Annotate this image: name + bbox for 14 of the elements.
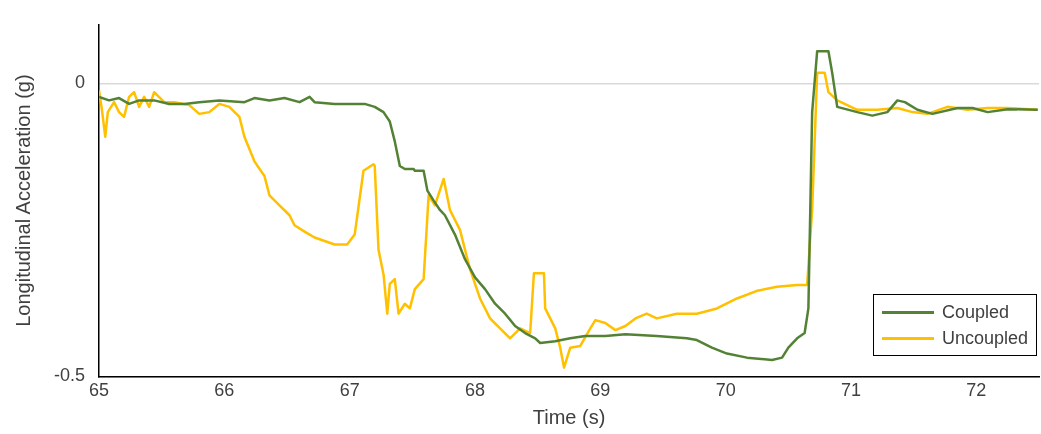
x-tick-label: 66 xyxy=(214,380,235,401)
x-tick-label: 70 xyxy=(715,380,736,401)
legend-label: Coupled xyxy=(941,301,1009,325)
y-tick-label: 0 xyxy=(75,72,86,93)
x-tick-label: 65 xyxy=(89,380,110,401)
x-tick-label: 71 xyxy=(840,380,862,401)
x-tick-label: 69 xyxy=(590,380,611,401)
x-tick-label: 67 xyxy=(339,380,360,401)
x-tick-label: 72 xyxy=(966,380,987,401)
y-tick-label: -0.5 xyxy=(53,365,86,386)
x-tick-label: 68 xyxy=(464,380,486,401)
legend-label: Uncoupled xyxy=(941,327,1028,351)
x-axis-title: Time (s) xyxy=(532,405,606,428)
y-axis-title: Longitudinal Acceleration (g) xyxy=(11,74,34,327)
